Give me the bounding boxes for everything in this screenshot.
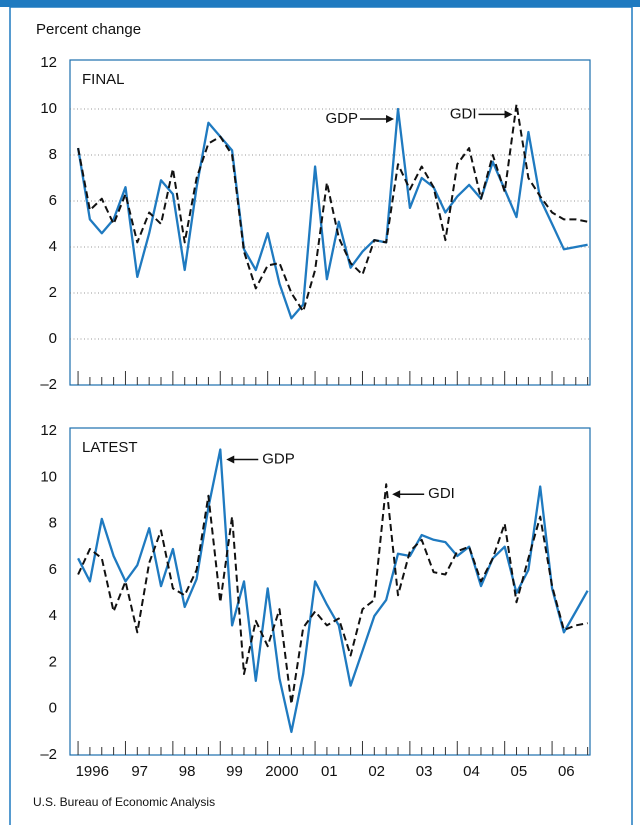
header-strip xyxy=(0,0,640,7)
y-tick-label: –2 xyxy=(40,746,57,763)
y-tick-label: 6 xyxy=(49,561,57,578)
annotation: GDI xyxy=(450,105,477,122)
x-tick-label: 02 xyxy=(368,763,385,780)
x-tick-label: 06 xyxy=(558,763,575,780)
y-tick-label: 0 xyxy=(49,330,57,347)
y-tick-label: 6 xyxy=(49,192,57,209)
x-tick-label: 04 xyxy=(463,763,480,780)
outer-frame xyxy=(9,6,633,830)
y-tick-label: 2 xyxy=(49,653,57,670)
annotation: GDP xyxy=(326,110,359,127)
plot-frame xyxy=(69,59,591,386)
series-line xyxy=(77,103,588,313)
x-tick-label: 05 xyxy=(511,763,528,780)
annotation: GDI xyxy=(428,485,455,502)
x-tick-label: 97 xyxy=(131,763,148,780)
series-line xyxy=(77,483,588,706)
panel-title: LATEST xyxy=(82,439,138,456)
annotation-arrowhead xyxy=(504,110,513,119)
y-tick-label: 12 xyxy=(40,422,57,439)
y-axis-label: Percent change xyxy=(36,21,141,38)
panel-title: FINAL xyxy=(82,71,125,88)
y-tick-label: 10 xyxy=(40,100,57,117)
x-tick-label: 01 xyxy=(321,763,338,780)
x-tick-label: 98 xyxy=(179,763,196,780)
x-tick-label: 1996 xyxy=(76,763,109,780)
x-tick-label: 99 xyxy=(226,763,243,780)
y-tick-label: 8 xyxy=(49,146,57,163)
y-tick-label: –2 xyxy=(40,376,57,393)
series-line xyxy=(77,448,589,734)
y-tick-label: 12 xyxy=(40,54,57,71)
y-tick-label: 4 xyxy=(49,238,57,255)
source: U.S. Bureau of Economic Analysis xyxy=(33,795,215,809)
x-tick-label: 2000 xyxy=(265,763,298,780)
annotation-arrowhead xyxy=(386,115,395,123)
y-tick-label: 2 xyxy=(49,284,57,301)
annotation-arrowhead xyxy=(392,490,401,499)
y-tick-label: 8 xyxy=(49,515,57,532)
y-tick-label: 4 xyxy=(49,607,57,624)
y-tick-label: 10 xyxy=(40,468,57,485)
x-tick-label: 03 xyxy=(416,763,433,780)
annotation: GDP xyxy=(262,450,295,467)
plot-frame xyxy=(69,427,591,756)
y-tick-label: 0 xyxy=(49,700,57,717)
annotation-arrowhead xyxy=(226,455,235,464)
